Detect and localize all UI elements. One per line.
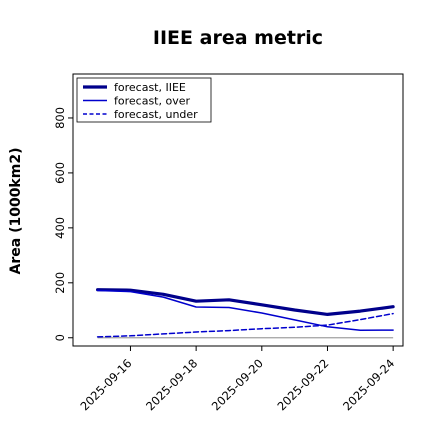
legend-label-2: forecast, over [114, 95, 190, 108]
y-tick-label: 0 [53, 334, 67, 341]
y-tick-label: 400 [53, 217, 67, 239]
y-axis: 0 200 400 600 800 [53, 107, 73, 341]
legend-label-1: forecast, IIEE [114, 81, 186, 94]
chart-title: IIEE area metric [153, 27, 323, 49]
y-tick-label: 800 [53, 107, 67, 129]
plot-frame [72, 73, 404, 347]
series-line-1 [95, 288, 395, 316]
series-line-2 [96, 289, 394, 332]
y-tick-label: 200 [53, 272, 67, 294]
series-line-3 [96, 312, 394, 338]
y-axis-label: Area (1000km2) [8, 148, 24, 275]
series-group [95, 288, 395, 338]
legend-label-3: forecast, under [114, 108, 198, 121]
y-tick-label: 600 [53, 162, 67, 184]
